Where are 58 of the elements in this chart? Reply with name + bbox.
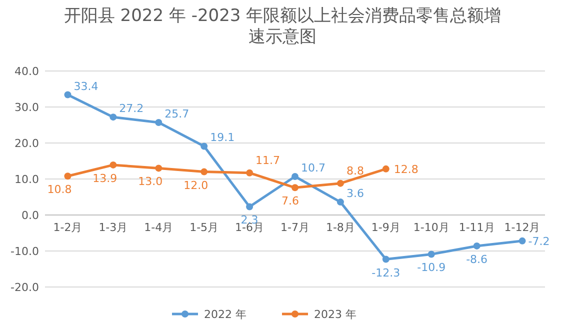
point — [155, 164, 162, 172]
y-tick-label: 20.0 — [14, 137, 39, 150]
data-label: 3.6 — [346, 187, 364, 200]
data-label: 8.8 — [346, 164, 364, 178]
x-tick-label: 1-7月 — [280, 221, 310, 234]
x-tick-label: 1-10月 — [413, 221, 450, 234]
y-tick-label: -10.0 — [10, 245, 39, 258]
point — [336, 180, 344, 187]
data-label: 13.9 — [92, 172, 118, 185]
x-tick-label: 1-9月 — [371, 221, 400, 234]
chart-title: 开阳县 2022 年 -2023 年限额以上社会消费品零售总额增速示意图 — [62, 6, 502, 48]
x-tick-label: 1-6月 — [235, 221, 264, 234]
point — [110, 114, 117, 121]
point — [382, 165, 390, 172]
x-tick-label: 1-11月 — [458, 221, 495, 234]
point — [200, 142, 208, 150]
x-tick-label: 1-3月 — [98, 221, 128, 234]
data-label: 12.8 — [394, 162, 418, 176]
point — [473, 242, 480, 250]
point — [64, 91, 72, 98]
y-tick-label: 10.0 — [14, 173, 39, 186]
point — [382, 256, 390, 263]
data-label: -8.6 — [466, 252, 488, 266]
legend-label: 2022 年 — [204, 308, 246, 321]
data-label: 10.8 — [47, 183, 72, 196]
point — [246, 203, 254, 210]
data-label: 12.0 — [184, 178, 208, 192]
point — [246, 169, 254, 176]
data-label: 7.6 — [282, 194, 299, 208]
data-label: 33.4 — [74, 80, 98, 93]
point — [292, 172, 298, 180]
y-tick-label: 40.0 — [14, 65, 39, 78]
data-label: -7.2 — [528, 234, 550, 248]
data-label: -12.3 — [372, 266, 400, 280]
point — [200, 168, 208, 176]
data-label: -10.9 — [417, 261, 446, 274]
x-tick-label: 1-4月 — [144, 221, 174, 234]
data-label: 27.2 — [119, 102, 144, 116]
data-label: 10.7 — [301, 161, 326, 174]
point — [518, 237, 526, 244]
data-label: 19.1 — [210, 131, 235, 144]
legend-label: 2023 年 — [314, 308, 356, 321]
x-tick-label: 1-2月 — [53, 221, 82, 234]
data-label: 25.7 — [164, 107, 190, 120]
x-tick-label: 1-8月 — [326, 221, 355, 234]
point — [155, 118, 162, 126]
data-label: 13.0 — [138, 175, 163, 188]
point — [292, 184, 298, 192]
x-tick-label: 1-5月 — [190, 221, 219, 234]
x-tick-label: 1-12月 — [504, 221, 540, 234]
data-label: 11.7 — [256, 154, 280, 167]
point — [428, 250, 435, 258]
y-tick-label: 30.0 — [14, 101, 39, 114]
point — [64, 172, 72, 180]
point — [110, 161, 117, 168]
y-tick-label: -20.0 — [10, 281, 39, 294]
point — [336, 198, 344, 206]
y-tick-label: 0.0 — [22, 209, 39, 222]
